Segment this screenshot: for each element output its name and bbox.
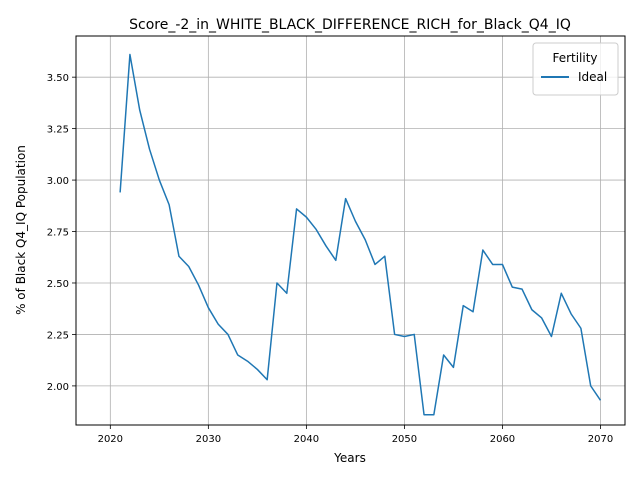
y-axis-label: % of Black Q4_IQ Population [14,145,28,315]
legend: Fertility Ideal [533,43,618,95]
x-tick-label: 2020 [98,434,123,445]
y-tick-label: 3.00 [47,176,69,187]
x-tick-label: 2050 [392,434,417,445]
x-tick-label: 2060 [490,434,515,445]
legend-title: Fertility [552,51,597,65]
y-tick-label: 3.50 [47,73,69,84]
chart-title: Score_-2_in_WHITE_BLACK_DIFFERENCE_RICH_… [129,17,571,33]
x-axis-label: Years [333,451,366,465]
y-tick-label: 2.75 [47,228,69,239]
y-tick-label: 2.25 [47,330,69,341]
y-tick-label: 2.00 [47,382,69,393]
y-tick-label: 2.50 [47,279,69,290]
legend-label-ideal: Ideal [578,70,607,84]
x-tick-label: 2040 [294,434,319,445]
x-tick-label: 2070 [588,434,613,445]
x-tick-label: 2030 [196,434,221,445]
y-tick-label: 3.25 [47,125,69,136]
